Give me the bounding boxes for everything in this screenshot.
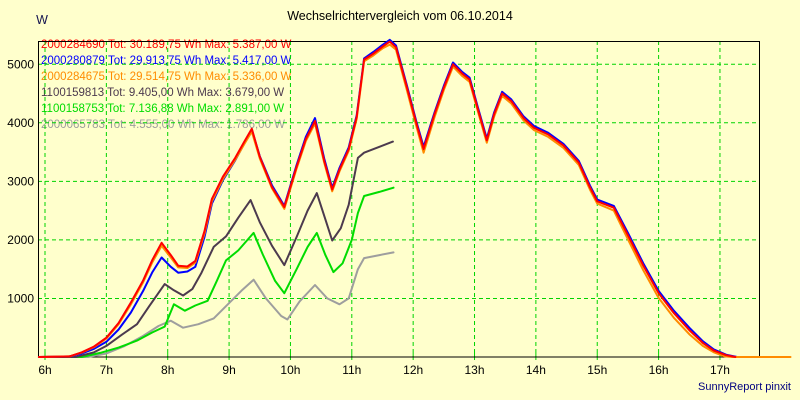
x-tick-label-17h: 17h bbox=[710, 363, 730, 377]
x-tick-label-15h: 15h bbox=[587, 363, 607, 377]
y-tick-label-5000: 5000 bbox=[7, 57, 34, 71]
series-line-2000284675 bbox=[37, 43, 792, 358]
x-tick-label-6h: 6h bbox=[38, 363, 51, 377]
legend-entry-2000284690: 2000284690 Tot: 30.189,75 Wh Max: 5.387,… bbox=[41, 39, 292, 51]
series-line-2000284690 bbox=[37, 40, 737, 358]
y-tick-label-4000: 4000 bbox=[7, 116, 34, 130]
legend-entry-1100158753: 1100158753 Tot: 7.136,88 Wh Max: 2.891,0… bbox=[41, 103, 284, 115]
report-credit: SunnyReport pinxit bbox=[698, 381, 791, 393]
x-tick-label-12h: 12h bbox=[403, 363, 423, 377]
x-tick-label-16h: 16h bbox=[649, 363, 669, 377]
y-tick-label-3000: 3000 bbox=[7, 174, 34, 188]
y-tick-label-1000: 1000 bbox=[7, 291, 34, 305]
series-line-2000065783 bbox=[37, 251, 395, 358]
series-line-1100158753 bbox=[37, 186, 395, 358]
x-tick-label-9h: 9h bbox=[222, 363, 235, 377]
chart-title: Wechselrichtervergleich vom 06.10.2014 bbox=[287, 9, 513, 23]
plot-border bbox=[38, 41, 760, 358]
y-tick-label-2000: 2000 bbox=[7, 233, 34, 247]
y-axis-tick-labels: 1000 2000 3000 4000 5000 bbox=[7, 57, 34, 305]
x-tick-label-13h: 13h bbox=[465, 363, 485, 377]
x-tick-label-7h: 7h bbox=[100, 363, 113, 377]
y-axis-unit-label: W bbox=[36, 13, 48, 27]
x-tick-label-11h: 11h bbox=[342, 363, 361, 377]
series-line-1100159813 bbox=[37, 140, 394, 358]
x-tick-label-8h: 8h bbox=[161, 363, 174, 377]
x-axis-tick-labels: 6h 7h 8h 9h 10h 11h 12h 13h 14h 15h 16h 17h bbox=[38, 363, 730, 377]
legend-entry-2000284675: 2000284675 Tot: 29.514,75 Wh Max: 5.336,… bbox=[41, 71, 292, 83]
x-tick-label-10h: 10h bbox=[280, 363, 300, 377]
legend-entry-2000280879: 2000280879 Tot: 29.913,75 Wh Max: 5.417,… bbox=[41, 55, 292, 67]
legend-entry-1100159813: 1100159813 Tot: 9.405,00 Wh Max: 3.679,0… bbox=[41, 87, 284, 99]
legend-entry-2000065783: 2000065783 Tot: 4.555,00 Wh Max: 1.786,0… bbox=[41, 119, 285, 131]
x-tick-label-14h: 14h bbox=[526, 363, 546, 377]
series-lines bbox=[37, 38, 792, 358]
